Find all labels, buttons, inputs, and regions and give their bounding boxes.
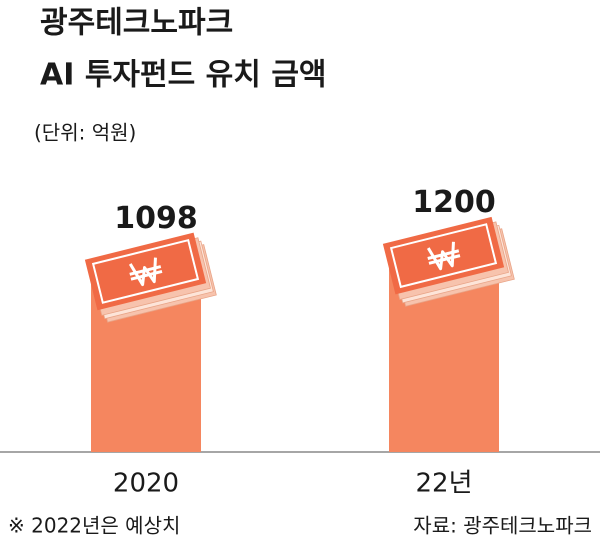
chart-subtitle: (단위: 억원)	[34, 121, 136, 145]
value-label: 1200	[412, 185, 496, 220]
chart-title: AI 투자펀드 유치 금액	[40, 58, 327, 93]
x-tick-label: 22년	[415, 469, 472, 499]
footnote: ※ 2022년은 예상치	[8, 514, 180, 538]
chart-title: 광주테크노파크	[40, 6, 233, 41]
banknote-frame	[389, 223, 498, 289]
x-tick-label: 2020	[113, 469, 179, 499]
won-sign	[426, 241, 461, 271]
banknote-icon	[84, 232, 217, 323]
source: 자료: 광주테크노파크	[413, 514, 592, 538]
banknote-frame	[91, 238, 200, 304]
value-label: 1098	[114, 201, 198, 236]
banknote-icon	[382, 216, 515, 307]
won-sign	[128, 257, 163, 287]
